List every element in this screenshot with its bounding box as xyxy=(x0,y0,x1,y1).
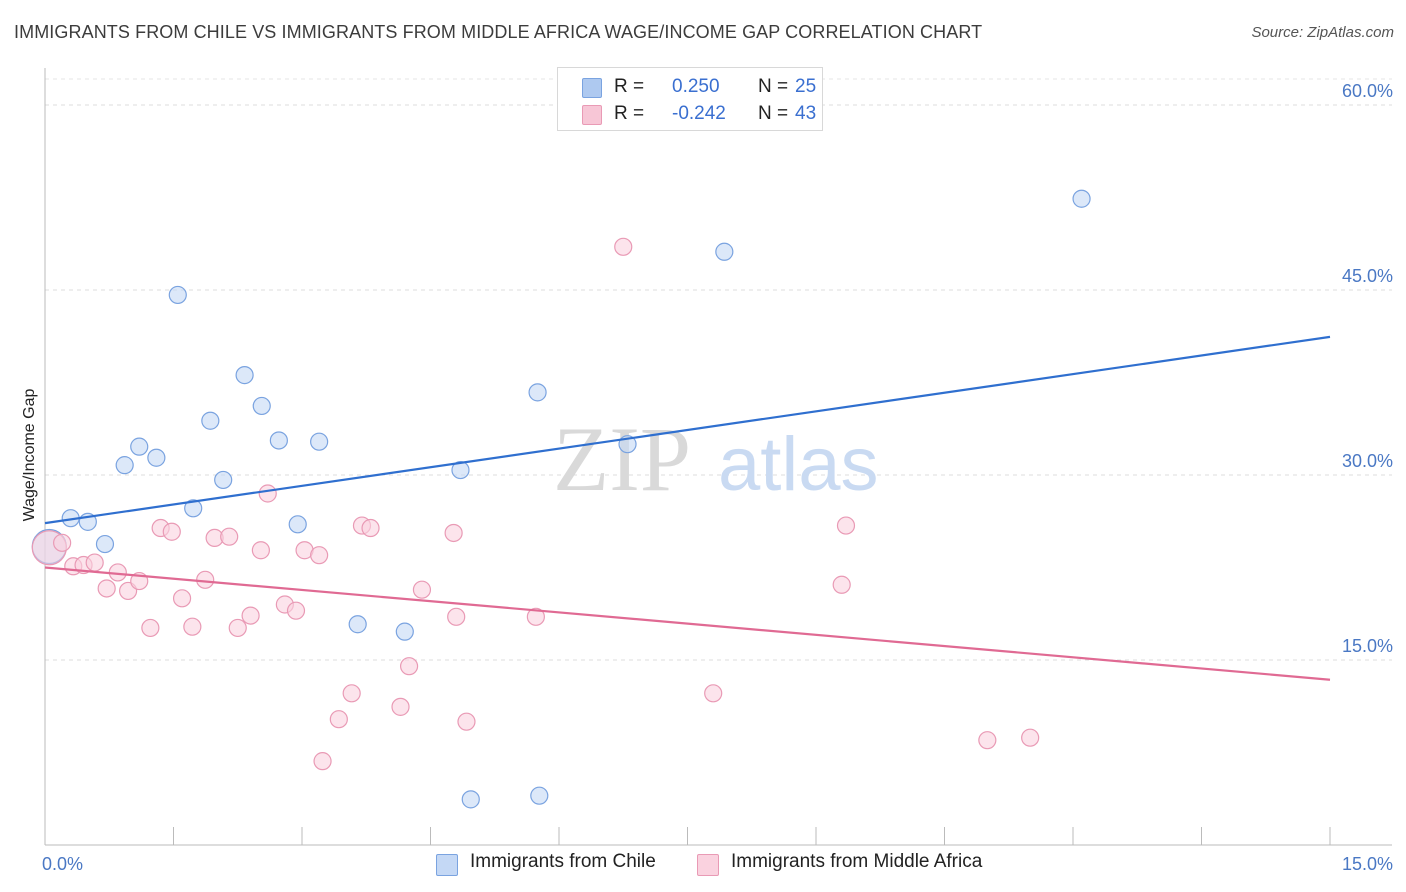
point-chile xyxy=(252,396,271,416)
point-chile xyxy=(269,431,288,450)
watermark: ZIP atlas xyxy=(553,408,879,510)
y-tick-label: 45.0% xyxy=(1342,266,1393,286)
point-middle-africa xyxy=(196,570,215,589)
y-tick-label: 15.0% xyxy=(1342,636,1393,656)
point-middle-africa xyxy=(391,697,410,716)
point-chile xyxy=(310,432,329,451)
n-label: N = xyxy=(758,103,789,124)
r-label: R = xyxy=(614,103,645,124)
point-middle-africa xyxy=(614,237,633,256)
point-chile xyxy=(168,285,187,305)
y-tick-label: 60.0% xyxy=(1342,81,1393,101)
point-chile xyxy=(130,437,149,456)
x-tick-label: 15.0% xyxy=(1342,854,1393,874)
point-middle-africa xyxy=(1021,728,1040,747)
r-value: -0.242 xyxy=(672,103,726,124)
point-chile xyxy=(1072,189,1091,208)
point-middle-africa xyxy=(228,618,247,638)
point-chile xyxy=(147,448,166,467)
point-middle-africa xyxy=(704,684,723,703)
correlation-legend: R = 0.250 N = 25 R = -0.242 N = 43 xyxy=(557,67,823,131)
point-chile xyxy=(348,615,367,634)
point-middle-africa xyxy=(444,523,463,543)
point-chile xyxy=(451,460,470,480)
point-middle-africa xyxy=(412,580,432,599)
point-middle-africa xyxy=(85,553,104,572)
point-chile xyxy=(201,411,220,430)
axes xyxy=(44,68,1392,846)
point-chile xyxy=(184,499,203,518)
source-credit: Source: ZipAtlas.com xyxy=(1251,24,1394,41)
trend-line-chile xyxy=(44,335,1331,525)
watermark-atlas: atlas xyxy=(718,422,879,507)
point-middle-africa xyxy=(172,589,192,608)
n-value: 43 xyxy=(795,103,817,124)
point-middle-africa xyxy=(526,607,545,626)
point-middle-africa xyxy=(313,752,332,771)
point-middle-africa xyxy=(258,484,277,503)
point-middle-africa xyxy=(241,606,260,625)
y-tick-label: 30.0% xyxy=(1342,451,1393,471)
legend-label-middle-africa: Immigrants from Middle Africa xyxy=(731,851,983,872)
point-chile xyxy=(715,242,734,261)
point-chile xyxy=(395,622,414,641)
point-middle-africa xyxy=(162,522,181,541)
point-middle-africa xyxy=(220,527,239,546)
x-tick-label: 0.0% xyxy=(42,854,83,874)
n-label: N = xyxy=(758,76,789,97)
chart-title: IMMIGRANTS FROM CHILE VS IMMIGRANTS FROM… xyxy=(14,22,983,42)
point-chile xyxy=(288,515,307,534)
legend-swatch-middle-africa xyxy=(582,105,602,125)
legend-swatch-middle-africa xyxy=(697,854,719,876)
point-chile xyxy=(214,470,233,490)
point-chile xyxy=(461,790,480,809)
point-middle-africa xyxy=(457,712,476,731)
point-middle-africa xyxy=(286,601,306,620)
r-label: R = xyxy=(614,76,645,97)
legend-swatch-chile xyxy=(436,854,458,876)
data-points xyxy=(31,189,1091,809)
point-middle-africa xyxy=(447,607,466,626)
point-middle-africa xyxy=(183,617,202,636)
point-middle-africa xyxy=(97,579,116,598)
point-middle-africa xyxy=(836,516,856,535)
point-chile xyxy=(528,383,547,402)
point-middle-africa xyxy=(832,575,851,594)
point-middle-africa xyxy=(361,518,380,538)
point-middle-africa xyxy=(342,684,361,703)
legend-label-chile: Immigrants from Chile xyxy=(470,851,656,872)
point-chile xyxy=(530,786,549,805)
trend-lines xyxy=(44,335,1331,681)
point-chile xyxy=(115,456,134,475)
point-chile xyxy=(95,534,115,554)
r-value: 0.250 xyxy=(672,76,720,97)
legend-swatch-chile xyxy=(582,78,602,98)
point-middle-africa xyxy=(399,657,419,676)
trend-line-middle-africa xyxy=(44,566,1331,681)
point-middle-africa xyxy=(310,546,329,565)
y-axis-title: Wage/Income Gap xyxy=(21,389,38,522)
point-middle-africa xyxy=(251,541,270,560)
watermark-zip: ZIP xyxy=(553,408,691,510)
point-middle-africa xyxy=(329,710,348,729)
tick-labels: 15.0% 30.0% 45.0% 60.0% 0.0% 15.0% xyxy=(42,81,1393,874)
point-middle-africa xyxy=(53,533,72,552)
n-value: 25 xyxy=(795,76,817,97)
point-chile xyxy=(235,366,254,385)
point-middle-africa xyxy=(141,618,160,638)
point-middle-africa xyxy=(978,731,997,750)
